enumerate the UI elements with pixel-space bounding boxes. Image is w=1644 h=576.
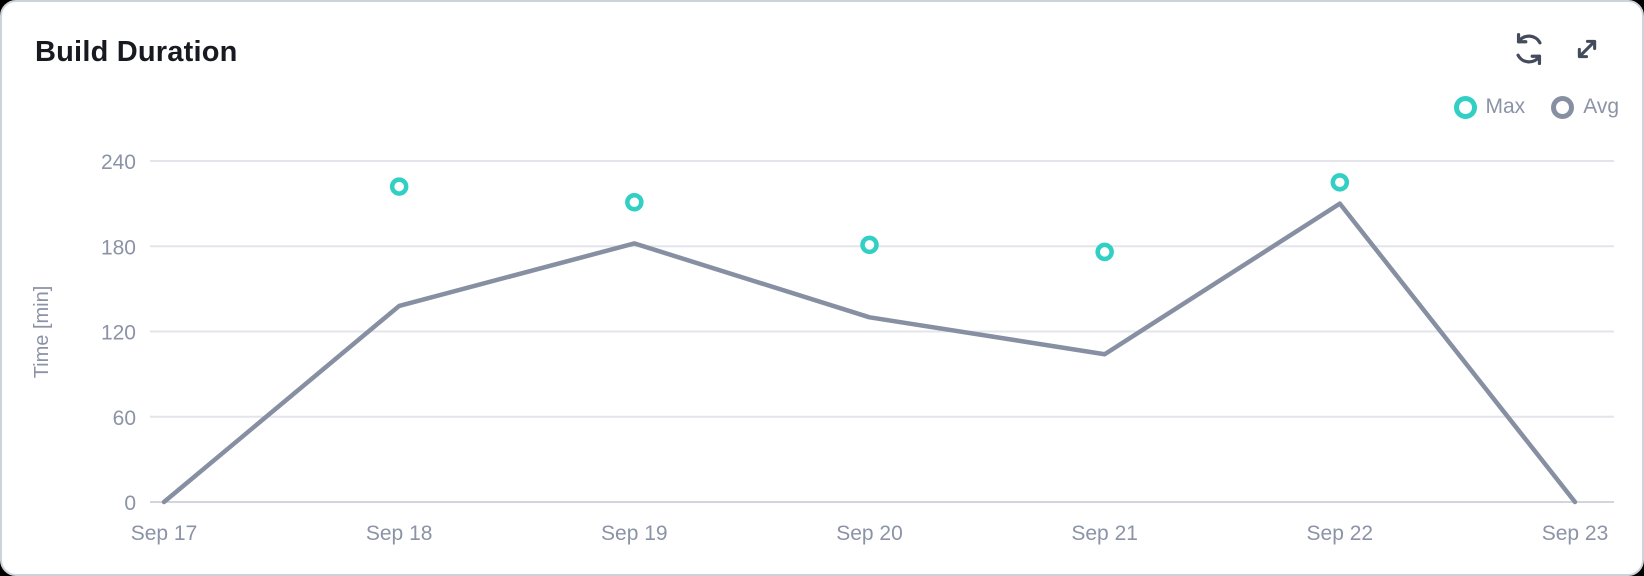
legend-label-avg: Avg — [1583, 95, 1619, 118]
max-point[interactable] — [1095, 242, 1114, 262]
chart-title: Build Duration — [35, 36, 238, 68]
x-axis-label: Sep 22 — [1307, 522, 1374, 545]
max-point[interactable] — [389, 177, 409, 196]
legend-label-max: Max — [1485, 95, 1526, 118]
x-axis-label: Sep 23 — [1542, 522, 1609, 545]
y-axis-title: Time [min] — [31, 286, 53, 379]
expand-button[interactable] — [1568, 30, 1606, 68]
y-tick-label: 120 — [101, 322, 136, 345]
max-point[interactable] — [625, 192, 644, 212]
legend-item-avg[interactable]: Avg — [1551, 95, 1619, 119]
max-point[interactable] — [860, 235, 879, 255]
x-axis-label: Sep 20 — [836, 522, 903, 545]
refresh-button[interactable] — [1510, 30, 1548, 68]
chart-actions — [1510, 30, 1606, 68]
y-tick-label: 0 — [124, 492, 136, 515]
x-axis-label: Sep 21 — [1071, 522, 1138, 545]
avg-line[interactable] — [161, 201, 1578, 505]
chart-legend: Max Avg — [1453, 95, 1619, 119]
x-axis-label: Sep 17 — [131, 522, 198, 545]
y-tick-label: 240 — [101, 151, 136, 174]
y-tick-label: 180 — [101, 236, 136, 259]
max-point[interactable] — [1330, 173, 1350, 192]
expand-icon — [1577, 39, 1597, 59]
refresh-icon — [1516, 32, 1542, 66]
legend-ring-avg-icon — [1551, 95, 1575, 119]
x-axis-label: Sep 19 — [601, 522, 668, 545]
legend-ring-max-icon — [1453, 95, 1477, 119]
x-axis-label: Sep 18 — [366, 522, 433, 545]
y-tick-label: 60 — [113, 407, 136, 430]
legend-item-max[interactable]: Max — [1453, 95, 1526, 119]
